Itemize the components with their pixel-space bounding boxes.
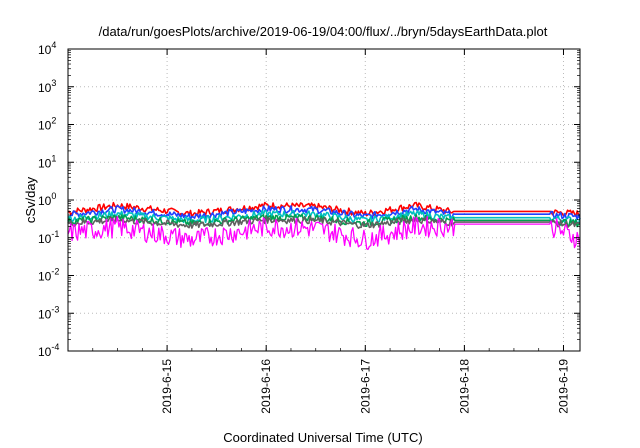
series-line-3: [67, 209, 581, 225]
x-tick-label: 2019-6-18: [457, 359, 471, 414]
y-tick-label: 100: [38, 191, 56, 208]
y-tick-label: 10-2: [38, 267, 59, 284]
y-axis-label: cSv/day: [23, 176, 38, 223]
x-tick-label: 2019-6-15: [160, 359, 174, 414]
y-tick-label: 10-4: [38, 342, 59, 359]
x-tick-label: 2019-6-17: [358, 359, 372, 414]
y-tick-label: 10-1: [38, 229, 59, 246]
tick-layer: 10-4 10-3 10-2 10-1 100 101 102 103 104 2019-6-15…: [38, 40, 580, 414]
series-layer: [67, 201, 581, 251]
series-line-4: [67, 213, 581, 228]
grid: [68, 49, 580, 351]
y-tick-label: 101: [38, 153, 56, 170]
x-tick-label: 2019-6-16: [259, 359, 273, 414]
y-tick-label: 102: [38, 116, 56, 133]
x-axis-label: Coordinated Universal Time (UTC): [223, 430, 422, 445]
y-tick-label: 10-3: [38, 304, 59, 321]
y-tick-label: 103: [38, 78, 56, 95]
y-tick-label: 104: [38, 40, 56, 57]
x-tick-label: 2019-6-19: [556, 359, 570, 414]
series-line-6: [67, 215, 581, 251]
series-line-2: [67, 204, 581, 220]
chart-title: /data/run/goesPlots/archive/2019-06-19/0…: [99, 24, 548, 39]
